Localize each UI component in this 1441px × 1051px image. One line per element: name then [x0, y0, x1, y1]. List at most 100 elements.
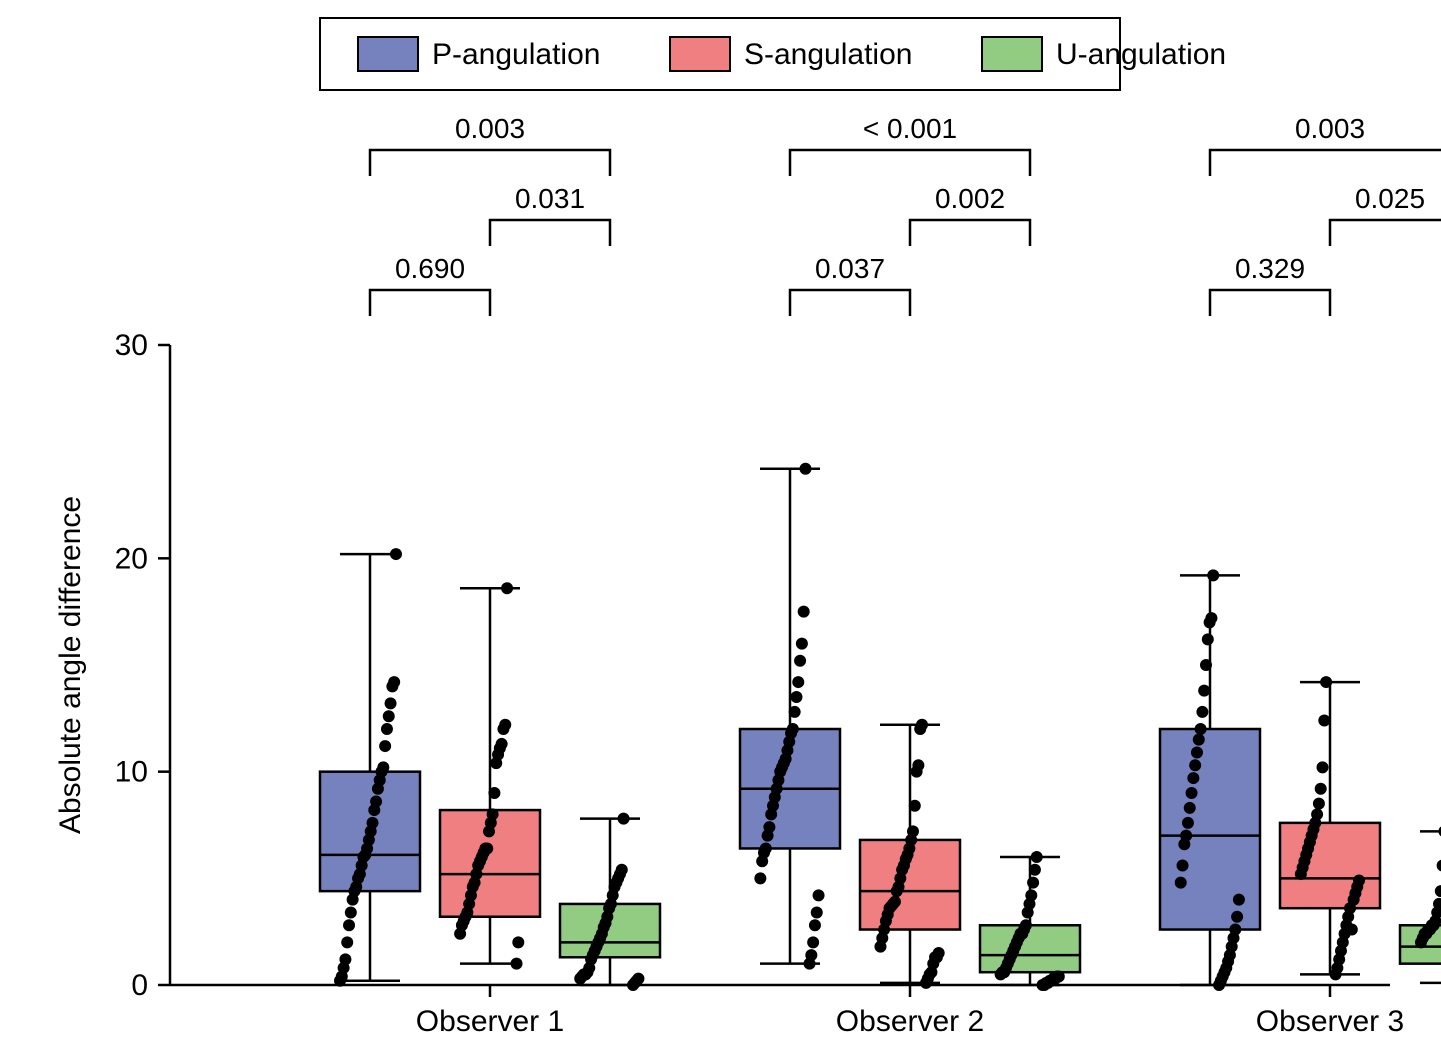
- data-point: [1317, 761, 1329, 773]
- data-point: [1198, 685, 1210, 697]
- data-point: [763, 821, 775, 833]
- y-tick-label: 30: [115, 329, 148, 362]
- bracket-label: 0.003: [1295, 113, 1365, 144]
- data-point: [792, 676, 804, 688]
- data-point: [1177, 860, 1189, 872]
- data-point: [339, 953, 351, 965]
- data-point: [1318, 714, 1330, 726]
- data-point: [1180, 830, 1192, 842]
- x-category-label: Observer 3: [1256, 1005, 1404, 1038]
- data-point: [805, 949, 817, 961]
- data-point: [487, 808, 499, 820]
- box-rect: [1160, 729, 1260, 930]
- data-point: [388, 676, 400, 688]
- data-point: [799, 463, 811, 475]
- data-point: [813, 889, 825, 901]
- data-point: [370, 796, 382, 808]
- data-point: [889, 896, 901, 908]
- bracket-label: 0.025: [1355, 183, 1425, 214]
- data-point: [1200, 659, 1212, 671]
- data-point: [1205, 612, 1217, 624]
- data-point: [1187, 772, 1199, 784]
- legend-swatch: [670, 37, 730, 71]
- box-rect: [980, 925, 1080, 972]
- data-point: [798, 606, 810, 618]
- bracket-label: 0.329: [1235, 253, 1305, 284]
- data-point: [1189, 759, 1201, 771]
- data-point: [1031, 851, 1043, 863]
- data-point: [379, 740, 391, 752]
- data-point: [366, 817, 378, 829]
- data-point: [809, 919, 821, 931]
- data-point: [787, 723, 799, 735]
- data-point: [616, 864, 628, 876]
- data-point: [1182, 817, 1194, 829]
- data-point: [345, 906, 357, 918]
- data-point: [796, 638, 808, 650]
- data-point: [390, 548, 402, 560]
- bracket-label: 0.031: [515, 183, 585, 214]
- data-point: [807, 936, 819, 948]
- data-point: [1186, 787, 1198, 799]
- data-point: [916, 719, 928, 731]
- data-point: [1311, 808, 1323, 820]
- data-point: [1184, 802, 1196, 814]
- data-point: [1229, 924, 1241, 936]
- data-point: [481, 842, 493, 854]
- x-category-label: Observer 2: [836, 1005, 984, 1038]
- data-point: [381, 723, 393, 735]
- data-point: [1191, 746, 1203, 758]
- legend-label: U-angulation: [1056, 38, 1226, 71]
- bracket-label: 0.002: [935, 183, 1005, 214]
- legend-swatch: [358, 37, 418, 71]
- data-point: [1202, 633, 1214, 645]
- data-point: [1175, 877, 1187, 889]
- data-point: [343, 919, 355, 931]
- data-point: [1231, 911, 1243, 923]
- data-point: [1193, 734, 1205, 746]
- data-point: [1029, 864, 1041, 876]
- data-point: [511, 958, 523, 970]
- data-point: [789, 706, 801, 718]
- data-point: [488, 787, 500, 799]
- data-point: [754, 872, 766, 884]
- x-category-label: Observer 1: [416, 1005, 564, 1038]
- y-tick-label: 20: [115, 542, 148, 575]
- boxplot-chart: { "canvas": { "width": 1441, "height": 1…: [0, 0, 1441, 1051]
- data-point: [512, 936, 524, 948]
- chart-svg: P-angulation S-angulation U-angulation 0 10 2…: [0, 0, 1441, 1051]
- y-axis-label: Absolute angle difference: [54, 496, 87, 834]
- bracket-label: 0.690: [395, 253, 465, 284]
- data-point: [383, 710, 395, 722]
- data-point: [1315, 783, 1327, 795]
- data-point: [1196, 706, 1208, 718]
- legend-label: S-angulation: [744, 38, 912, 71]
- data-point: [909, 800, 921, 812]
- data-point: [907, 825, 919, 837]
- legend-swatch: [982, 37, 1042, 71]
- data-point: [794, 655, 806, 667]
- data-point: [501, 582, 513, 594]
- data-point: [1346, 924, 1358, 936]
- data-point: [1020, 919, 1032, 931]
- data-point: [933, 947, 945, 959]
- box-rect: [1280, 823, 1380, 908]
- data-point: [1353, 874, 1365, 886]
- data-point: [632, 973, 644, 985]
- legend-label: P-angulation: [432, 38, 600, 71]
- bracket-label: 0.037: [815, 253, 885, 284]
- data-point: [499, 719, 511, 731]
- data-point: [912, 759, 924, 771]
- data-point: [1233, 894, 1245, 906]
- data-point: [1053, 970, 1065, 982]
- data-point: [385, 697, 397, 709]
- y-tick-label: 10: [115, 756, 148, 789]
- data-point: [1313, 798, 1325, 810]
- data-point: [1195, 723, 1207, 735]
- data-point: [811, 906, 823, 918]
- data-point: [496, 738, 508, 750]
- bracket-label: < 0.001: [863, 113, 957, 144]
- y-tick-label: 0: [131, 969, 148, 1002]
- data-point: [790, 691, 802, 703]
- data-point: [1207, 569, 1219, 581]
